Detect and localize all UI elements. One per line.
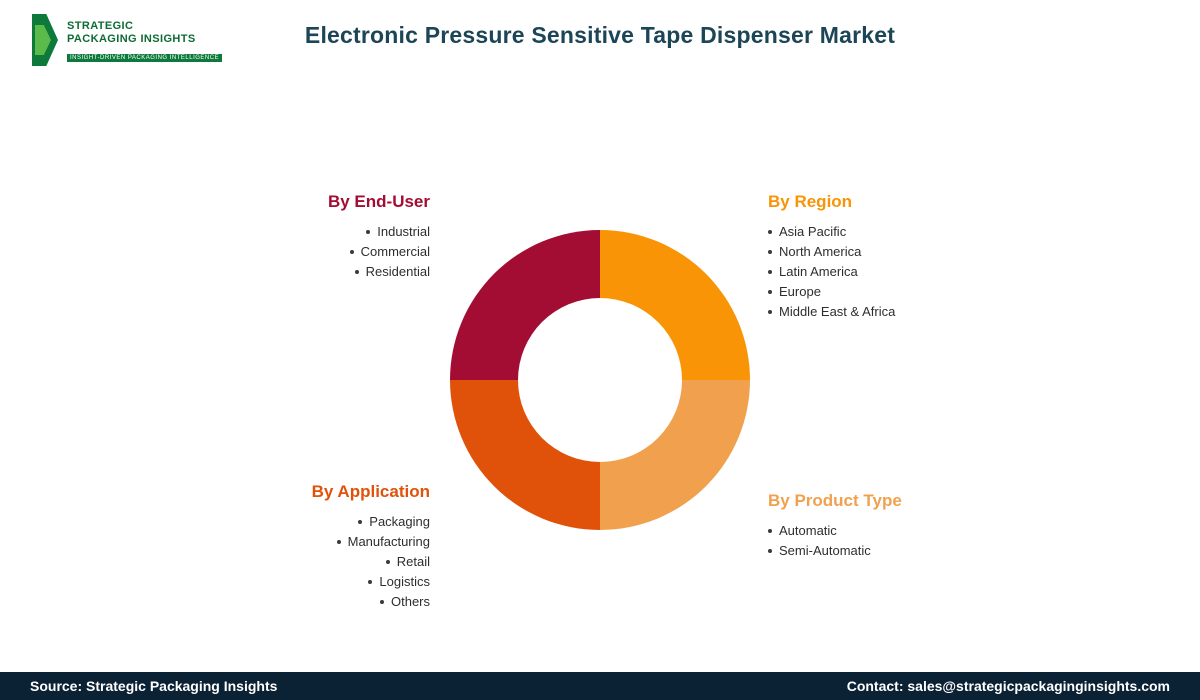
item-label: Retail xyxy=(396,554,430,569)
bullet-icon xyxy=(768,310,772,314)
group-application-heading: By Application xyxy=(311,482,430,501)
item-label: Commercial xyxy=(360,244,430,259)
item-label: Middle East & Africa xyxy=(779,304,896,319)
item-label: Industrial xyxy=(377,224,430,239)
bullet-icon xyxy=(354,270,359,274)
footer-source: Source: Strategic Packaging Insights xyxy=(30,678,278,694)
list-item: Commercial xyxy=(240,242,430,262)
item-label: North America xyxy=(779,244,862,259)
group-end-user-list: Industrial Commercial Residential xyxy=(240,222,430,282)
bullet-icon xyxy=(768,230,772,234)
list-item: Industrial xyxy=(240,222,430,242)
group-product-type-heading: By Product Type xyxy=(768,491,902,510)
group-region-heading: By Region xyxy=(768,192,853,211)
bullet-icon xyxy=(768,529,772,533)
item-label: Semi-Automatic xyxy=(779,543,871,558)
bullet-icon xyxy=(336,540,341,544)
logo-name-line1: STRATEGIC xyxy=(67,20,134,32)
item-label: Residential xyxy=(365,264,430,279)
footer-bar: Source: Strategic Packaging Insights Con… xyxy=(0,672,1200,700)
bullet-icon xyxy=(768,290,772,294)
list-item: Residential xyxy=(240,262,430,282)
list-item: Packaging xyxy=(240,512,430,532)
group-application-list: Packaging Manufacturing Retail Logistics… xyxy=(240,512,430,612)
list-item: Semi-Automatic xyxy=(768,541,1008,561)
list-item: Retail xyxy=(240,552,430,572)
group-product-type-list: Automatic Semi-Automatic xyxy=(768,521,1008,561)
bullet-icon xyxy=(368,580,373,584)
logo-tagline: INSIGHT-DRIVEN PACKAGING INTELLIGENCE xyxy=(67,54,223,62)
list-item: Latin America xyxy=(768,262,1008,282)
footer-contact: Contact: sales@strategicpackaginginsight… xyxy=(846,678,1170,694)
group-product-type: By Product Type Automatic Semi-Automatic xyxy=(768,491,1008,561)
group-region: By Region Asia Pacific North America Lat… xyxy=(768,192,1008,322)
logo-chevron-icon xyxy=(32,14,58,66)
page-title: Electronic Pressure Sensitive Tape Dispe… xyxy=(304,22,896,48)
list-item: Manufacturing xyxy=(240,532,430,552)
list-item: Asia Pacific xyxy=(768,222,1008,242)
list-item: Others xyxy=(240,592,430,612)
bullet-icon xyxy=(768,549,772,553)
item-label: Others xyxy=(390,594,430,609)
item-label: Manufacturing xyxy=(347,534,430,549)
item-label: Packaging xyxy=(369,514,430,529)
list-item: Automatic xyxy=(768,521,1008,541)
item-label: Latin America xyxy=(779,264,858,279)
bullet-icon xyxy=(379,600,384,604)
item-label: Automatic xyxy=(779,523,837,538)
logo: STRATEGIC PACKAGING INSIGHTS INSIGHT-DRI… xyxy=(32,14,223,66)
bullet-icon xyxy=(385,560,390,564)
list-item: Europe xyxy=(768,282,1008,302)
bullet-icon xyxy=(358,520,363,524)
bullet-icon xyxy=(366,230,371,234)
group-end-user-heading: By End-User xyxy=(327,192,430,211)
group-region-list: Asia Pacific North America Latin America… xyxy=(768,222,1008,322)
chevron-inner-icon xyxy=(35,25,51,55)
logo-name-line2: PACKAGING INSIGHTS xyxy=(67,33,196,45)
bullet-icon xyxy=(349,250,354,254)
bullet-icon xyxy=(768,270,772,274)
donut-chart xyxy=(450,230,750,530)
list-item: Logistics xyxy=(240,572,430,592)
item-label: Logistics xyxy=(379,574,430,589)
bullet-icon xyxy=(768,250,772,254)
item-label: Europe xyxy=(779,284,821,299)
item-label: Asia Pacific xyxy=(779,224,847,239)
group-end-user: By End-User Industrial Commercial Reside… xyxy=(240,192,430,282)
list-item: North America xyxy=(768,242,1008,262)
logo-text: STRATEGIC PACKAGING INSIGHTS INSIGHT-DRI… xyxy=(67,14,223,64)
group-application: By Application Packaging Manufacturing R… xyxy=(240,482,430,612)
list-item: Middle East & Africa xyxy=(768,302,1008,322)
donut-hole xyxy=(518,298,682,462)
